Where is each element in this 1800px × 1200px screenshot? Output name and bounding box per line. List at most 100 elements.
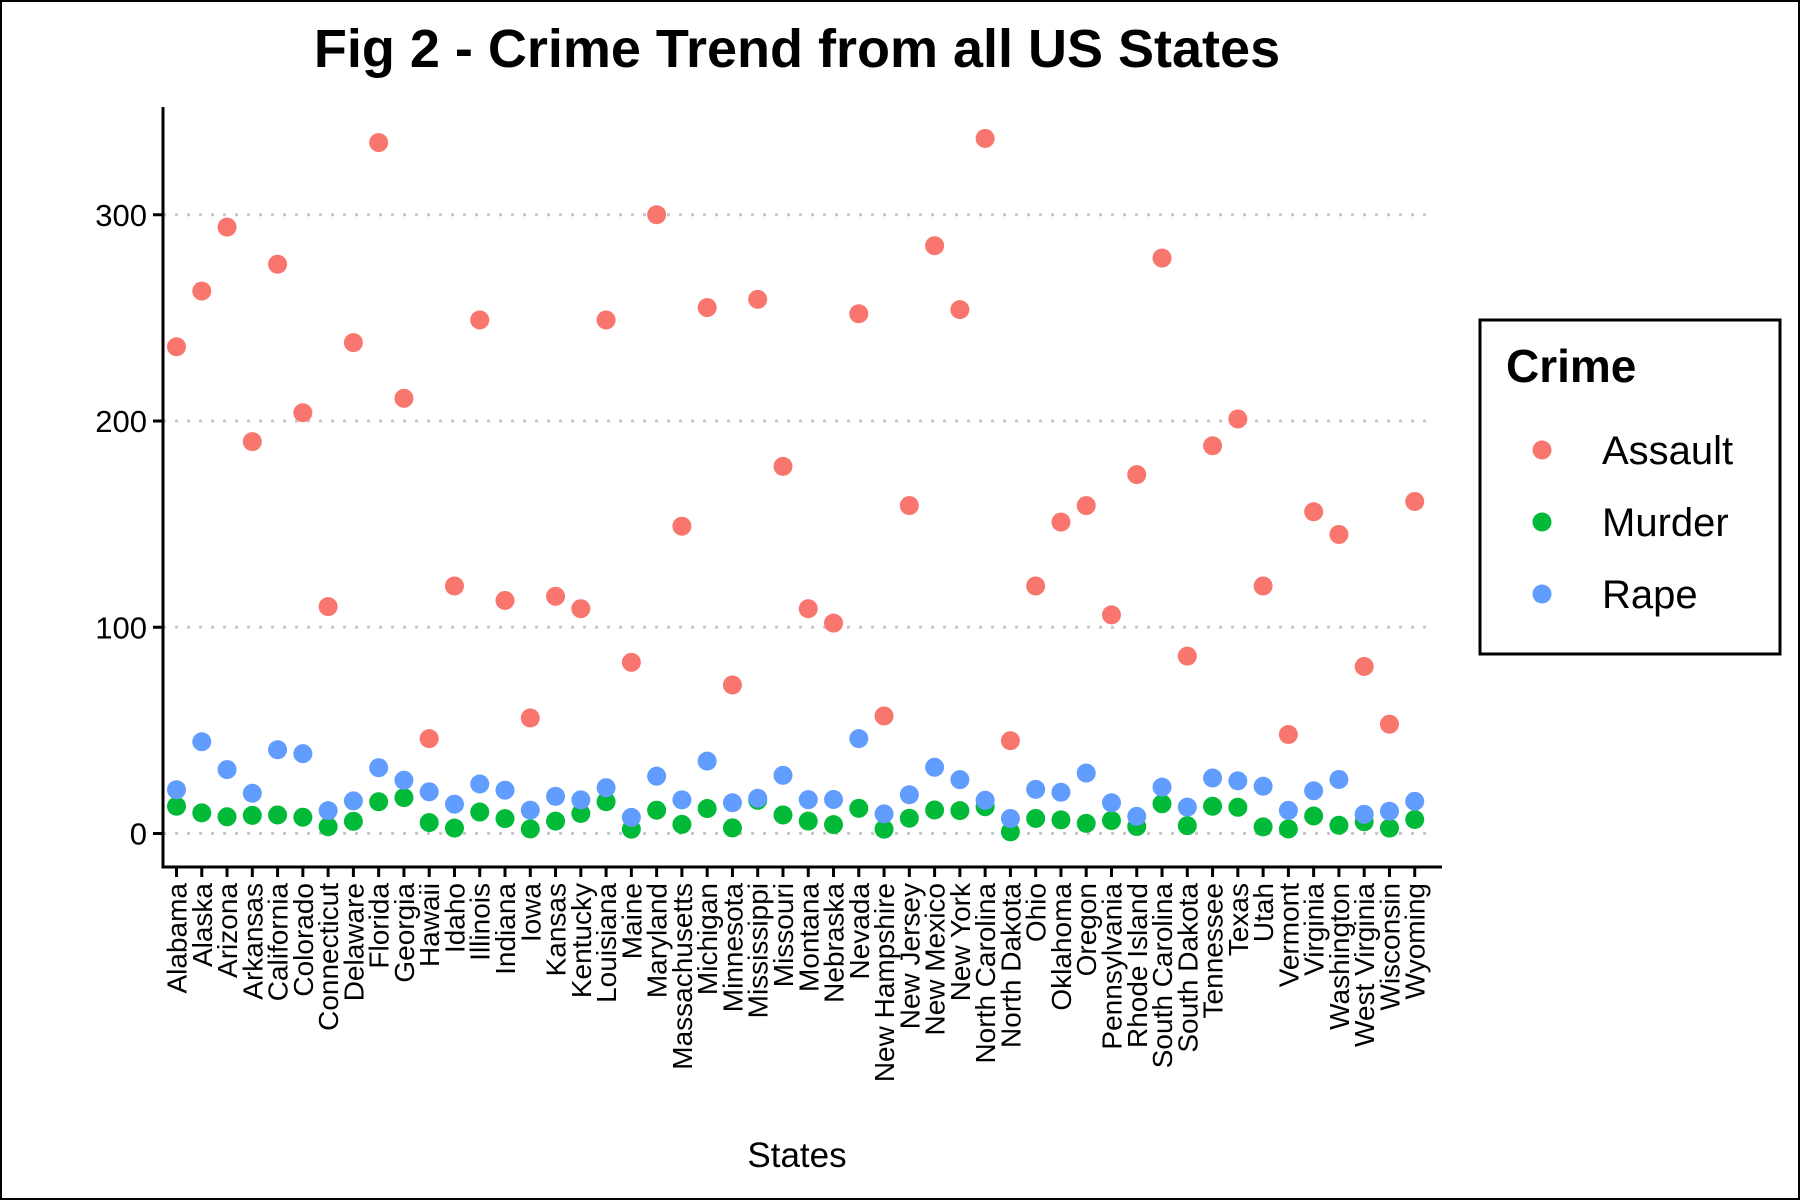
rape-point-idaho bbox=[444, 794, 464, 814]
x-tick-label-rhode-island: Rhode Island bbox=[1122, 883, 1153, 1048]
rape-point-oklahoma bbox=[1051, 782, 1071, 802]
assault-point-vermont bbox=[1278, 725, 1298, 744]
assault-point-maryland bbox=[647, 205, 667, 225]
murder-point-iowa bbox=[520, 819, 540, 839]
murder-point-texas bbox=[1228, 797, 1248, 817]
murder-point-idaho bbox=[444, 818, 464, 838]
assault-point-delaware bbox=[343, 333, 363, 353]
assault-point-south-carolina bbox=[1152, 248, 1172, 268]
murder-point-arizona bbox=[217, 807, 237, 827]
murder-point-virginia bbox=[1304, 806, 1324, 826]
chart-title: Fig 2 - Crime Trend from all US States bbox=[314, 19, 1280, 79]
x-tick-label-colorado: Colorado bbox=[288, 883, 319, 997]
gridlines bbox=[163, 213, 1430, 835]
x-tick-label-new-jersey: New Jersey bbox=[894, 883, 925, 1029]
x-tick-label-north-carolina: North Carolina bbox=[970, 883, 1001, 1064]
rape-point-maryland bbox=[647, 766, 667, 786]
murder-point-north-dakota bbox=[1000, 822, 1020, 842]
rape-point-wyoming bbox=[1405, 791, 1425, 811]
rape-point-utah bbox=[1253, 776, 1273, 796]
assault-point-florida bbox=[369, 133, 389, 153]
x-tick-label-iowa: Iowa bbox=[515, 883, 546, 943]
x-tick-label-california: California bbox=[263, 883, 294, 1002]
assault-point-oklahoma bbox=[1051, 512, 1071, 532]
assault-point-nebraska bbox=[824, 613, 844, 633]
assault-point-new-york bbox=[950, 300, 970, 320]
legend-key-rape bbox=[1532, 584, 1552, 604]
assault-point-minnesota bbox=[722, 675, 742, 695]
assault-point-louisiana bbox=[596, 310, 616, 330]
rape-point-alabama bbox=[167, 780, 186, 800]
rape-point-washington bbox=[1329, 769, 1349, 789]
murder-point-indiana bbox=[495, 809, 515, 829]
murder-point-maryland bbox=[647, 800, 667, 820]
x-tick-label-missouri: Missouri bbox=[768, 883, 799, 987]
assault-point-south-dakota bbox=[1177, 646, 1197, 666]
legend-label-rape: Rape bbox=[1602, 573, 1698, 617]
y-tick-label-200: 200 bbox=[95, 404, 147, 439]
rape-point-nevada bbox=[849, 729, 869, 749]
x-tick-label-maryland: Maryland bbox=[642, 883, 673, 998]
assault-point-new-mexico bbox=[925, 236, 945, 256]
x-tick-label-new-hampshire: New Hampshire bbox=[869, 883, 900, 1082]
rape-point-minnesota bbox=[722, 793, 742, 813]
x-tick-label-idaho: Idaho bbox=[439, 883, 470, 953]
rape-point-indiana bbox=[495, 780, 515, 800]
assault-point-pennsylvania bbox=[1101, 605, 1121, 625]
murder-point-new-hampshire bbox=[874, 819, 894, 839]
murder-point-pennsylvania bbox=[1101, 811, 1121, 831]
x-tick-label-north-dakota: North Dakota bbox=[995, 883, 1026, 1048]
murder-point-delaware bbox=[343, 811, 363, 831]
murder-point-alabama bbox=[167, 796, 186, 816]
x-tick-label-montana: Montana bbox=[793, 883, 824, 992]
rape-point-illinois bbox=[470, 774, 490, 794]
x-tick-label-ohio: Ohio bbox=[1021, 883, 1052, 942]
x-tick-label-connecticut: Connecticut bbox=[313, 883, 344, 1031]
assault-point-georgia bbox=[394, 388, 414, 408]
assault-point-missouri bbox=[773, 456, 793, 476]
rape-point-florida bbox=[369, 758, 389, 778]
rape-point-arizona bbox=[217, 760, 237, 780]
x-tick-label-nebraska: Nebraska bbox=[819, 883, 850, 1003]
murder-point-georgia bbox=[394, 788, 414, 808]
x-tick-label-tennessee: Tennessee bbox=[1198, 883, 1229, 1018]
assault-point-colorado bbox=[293, 403, 313, 423]
axes bbox=[161, 107, 1442, 869]
assault-point-oregon bbox=[1076, 496, 1096, 516]
legend-box bbox=[1478, 318, 1782, 656]
murder-point-south-dakota bbox=[1177, 816, 1197, 836]
murder-point-tennessee bbox=[1203, 796, 1223, 816]
rape-point-california bbox=[268, 740, 288, 760]
assault-point-maine bbox=[621, 652, 641, 672]
assault-point-iowa bbox=[520, 708, 540, 728]
murder-point-nevada bbox=[849, 798, 869, 818]
x-tick-label-new-mexico: New Mexico bbox=[920, 883, 951, 1035]
assault-point-michigan bbox=[697, 298, 717, 318]
assault-point-new-hampshire bbox=[874, 706, 894, 726]
rape-point-connecticut bbox=[318, 801, 338, 821]
rape-point-vermont bbox=[1278, 800, 1298, 820]
murder-point-florida bbox=[369, 792, 389, 812]
rape-point-iowa bbox=[520, 800, 540, 820]
rape-point-north-dakota bbox=[1000, 808, 1020, 828]
rape-point-new-hampshire bbox=[874, 804, 894, 824]
assault-point-illinois bbox=[470, 310, 490, 330]
murder-point-colorado bbox=[293, 807, 313, 827]
murder-point-illinois bbox=[470, 802, 490, 822]
rape-point-hawaii bbox=[419, 782, 439, 802]
rape-point-maine bbox=[621, 807, 641, 827]
legend-key-assault bbox=[1532, 440, 1552, 460]
murder-point-wisconsin bbox=[1379, 818, 1399, 838]
rape-point-georgia bbox=[394, 770, 414, 790]
data-points bbox=[167, 128, 1425, 842]
rape-point-kansas bbox=[546, 786, 566, 806]
rape-point-ohio bbox=[1026, 779, 1046, 799]
murder-point-minnesota bbox=[722, 818, 742, 838]
assault-point-washington bbox=[1329, 524, 1349, 544]
assault-point-virginia bbox=[1304, 502, 1324, 522]
assault-point-utah bbox=[1253, 576, 1273, 596]
legend-label-murder: Murder bbox=[1602, 501, 1729, 545]
rape-point-south-carolina bbox=[1152, 777, 1172, 797]
x-tick-label-massachusetts: Massachusetts bbox=[667, 883, 698, 1070]
